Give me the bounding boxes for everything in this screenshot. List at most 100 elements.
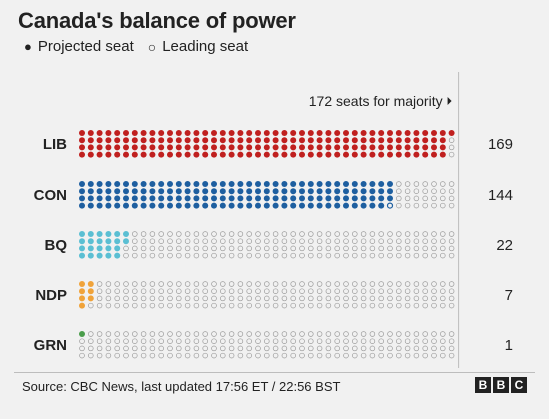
seat-dot-empty: [264, 252, 270, 259]
seat-dot-projected: [378, 181, 385, 187]
seat-dot-projected: [360, 181, 367, 187]
seat-dot-projected: [404, 151, 411, 158]
seat-dot-projected: [175, 130, 182, 136]
seat-dot-empty: [167, 288, 173, 294]
seat-dot-empty: [413, 231, 420, 237]
seat-dot-projected: [351, 181, 358, 187]
seat-dot-empty: [422, 252, 428, 259]
seat-dot-projected: [290, 144, 297, 151]
seat-dot-empty: [369, 238, 376, 244]
seat-dot-projected: [343, 151, 349, 158]
seat-dot-empty: [369, 281, 376, 287]
seat-dot-empty: [290, 231, 296, 237]
seat-dot-empty: [413, 252, 420, 259]
seat-dot-empty: [404, 202, 411, 209]
seat-dot-projected: [175, 202, 182, 209]
seat-dot-empty: [149, 288, 156, 294]
seat-dot-empty: [431, 195, 437, 202]
seat-dot-empty: [308, 245, 314, 252]
seat-dot-empty: [184, 352, 191, 359]
seat-dot-projected: [307, 195, 314, 202]
seat-dot-empty: [396, 245, 402, 252]
seat-dot-empty: [184, 231, 191, 237]
seat-dot-projected: [369, 188, 376, 195]
seat-dot-projected: [140, 202, 147, 209]
seat-dot-empty: [211, 245, 217, 252]
seat-dot-empty: [360, 238, 367, 244]
seat-dot-empty: [237, 252, 244, 259]
seat-dot-empty: [202, 345, 208, 352]
seat-dot-projected: [114, 181, 121, 187]
seat-dot-empty: [158, 331, 164, 337]
seat-dot-projected: [184, 130, 191, 136]
seat-dot-empty: [378, 238, 384, 244]
seat-dot-empty: [378, 252, 384, 259]
seat-dot-projected: [114, 245, 121, 252]
seat-dot-empty: [325, 338, 332, 344]
seat-dot-projected: [96, 245, 103, 252]
seat-dot-empty: [105, 288, 112, 294]
seat-dot-projected: [158, 195, 165, 202]
seat-dot-empty: [316, 231, 323, 237]
seat-dot-empty: [413, 338, 420, 344]
seat-dot-empty: [272, 252, 279, 259]
seat-dot-empty: [387, 352, 393, 359]
seat-dot-projected: [193, 202, 200, 209]
seat-dot-empty: [255, 302, 261, 309]
seat-dot-empty: [360, 231, 367, 237]
seat-dot-empty: [255, 245, 261, 252]
seat-dot-projected: [369, 181, 376, 187]
seat-dot-projected: [219, 137, 226, 144]
seat-dot-empty: [96, 295, 103, 302]
seat-dot-empty: [387, 238, 393, 244]
seat-dot-empty: [237, 345, 244, 352]
seat-dot-projected: [105, 130, 112, 136]
seat-dot-projected: [211, 195, 217, 202]
seat-dot-empty: [387, 281, 393, 287]
seat-dot-empty: [184, 288, 191, 294]
seat-dot-projected: [87, 295, 94, 302]
seat-dot-empty: [334, 238, 340, 244]
seat-dot-projected: [360, 188, 367, 195]
seat-dot-projected: [87, 151, 94, 158]
seat-dot-empty: [281, 295, 288, 302]
seat-dot-empty: [369, 252, 376, 259]
seat-dot-projected: [96, 137, 103, 144]
party-label: CON: [34, 187, 67, 204]
seat-dot-projected: [334, 151, 341, 158]
seat-dot-projected: [246, 181, 253, 187]
seat-dot-empty: [202, 281, 208, 287]
seat-dot-empty: [404, 245, 411, 252]
seat-dot-empty: [193, 345, 200, 352]
seat-dot-empty: [158, 345, 164, 352]
seat-dot-empty: [316, 238, 323, 244]
seat-dot-empty: [448, 151, 455, 158]
seat-dot-empty: [308, 238, 314, 244]
seat-dot-empty: [211, 295, 217, 302]
seat-dot-projected: [422, 130, 429, 136]
seat-dot-projected: [158, 130, 165, 136]
seat-dot-empty: [299, 345, 305, 352]
seat-dot-projected: [299, 181, 305, 187]
seat-dot-empty: [158, 231, 164, 237]
seat-dot-empty: [272, 331, 279, 337]
seat-dot-projected: [413, 130, 420, 136]
seat-dot-projected: [219, 151, 226, 158]
seat-dot-projected: [237, 181, 244, 187]
seat-dot-empty: [290, 302, 296, 309]
seat-dot-empty: [325, 238, 332, 244]
seat-dot-empty: [140, 338, 147, 344]
seat-dot-empty: [211, 345, 217, 352]
seat-dot-empty: [264, 338, 270, 344]
seat-dot-projected: [193, 188, 200, 195]
seat-dot-empty: [290, 352, 296, 359]
seat-dot-projected: [281, 195, 288, 202]
seat-dot-projected: [105, 144, 112, 151]
seat-dot-projected: [184, 188, 191, 195]
seat-dot-empty: [220, 345, 226, 352]
seat-dot-empty: [396, 252, 402, 259]
seat-dot-empty: [308, 338, 314, 344]
seat-dot-empty: [440, 202, 446, 209]
seat-dot-empty: [431, 302, 437, 309]
seat-dot-projected: [105, 231, 112, 237]
